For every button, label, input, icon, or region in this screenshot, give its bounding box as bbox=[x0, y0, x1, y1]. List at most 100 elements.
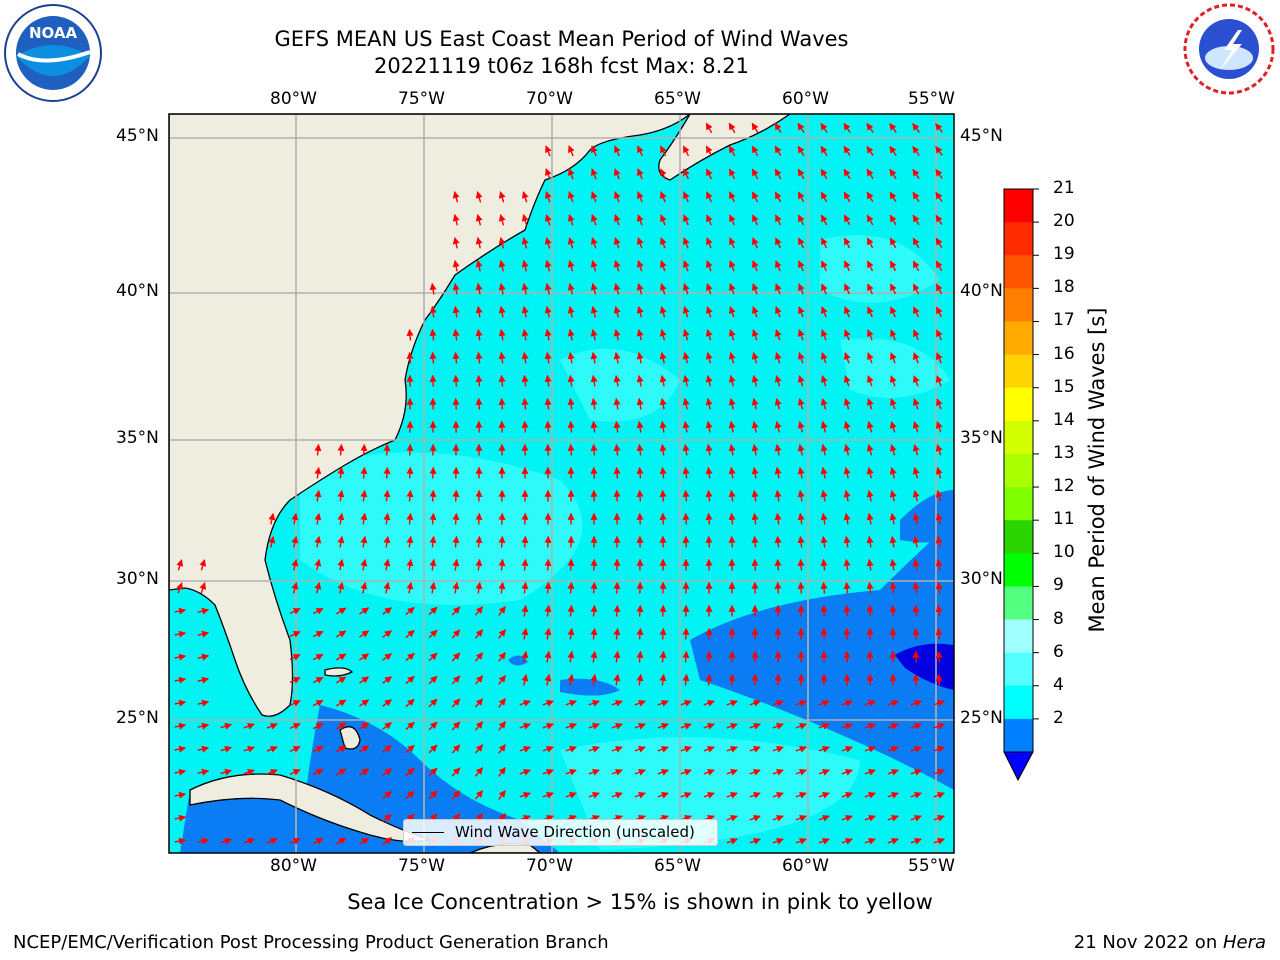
wave-direction-arrow bbox=[775, 237, 782, 249]
wave-direction-arrow bbox=[452, 236, 460, 249]
wave-direction-arrow bbox=[682, 351, 690, 364]
wave-direction-arrow bbox=[636, 283, 644, 295]
wave-direction-arrow bbox=[912, 558, 920, 571]
colorbar-segment bbox=[1004, 354, 1033, 389]
wave-direction-arrow bbox=[797, 145, 805, 157]
wave-direction-arrow bbox=[795, 768, 807, 776]
wave-direction-arrow bbox=[866, 398, 874, 410]
lat-label-right: 35°N bbox=[960, 428, 1003, 448]
wave-direction-arrow bbox=[636, 627, 644, 640]
wave-direction-arrow bbox=[383, 512, 391, 525]
wave-direction-arrow bbox=[567, 558, 575, 571]
wave-direction-arrow bbox=[797, 489, 805, 502]
wave-direction-arrow bbox=[889, 558, 897, 571]
wave-direction-arrow bbox=[312, 722, 324, 730]
wave-direction-arrow bbox=[751, 145, 759, 157]
wave-direction-arrow bbox=[751, 306, 759, 318]
wave-direction-arrow bbox=[406, 328, 414, 341]
colorbar-tick-label: 18 bbox=[1053, 277, 1075, 298]
wave-direction-arrow bbox=[889, 650, 897, 663]
wave-direction-arrow bbox=[475, 535, 483, 548]
wave-direction-arrow bbox=[843, 375, 851, 387]
wave-direction-arrow bbox=[797, 214, 805, 226]
wave-direction-arrow bbox=[567, 397, 575, 410]
wave-direction-arrow bbox=[405, 744, 415, 754]
wave-direction-arrow bbox=[266, 838, 278, 845]
wave-direction-arrow bbox=[774, 191, 782, 203]
wave-direction-arrow bbox=[910, 745, 922, 753]
wave-direction-arrow bbox=[841, 768, 853, 776]
wave-direction-arrow bbox=[682, 329, 690, 341]
wave-direction-arrow bbox=[657, 791, 669, 799]
wave-direction-arrow bbox=[912, 191, 920, 203]
wave-direction-arrow bbox=[820, 122, 828, 133]
wave-direction-arrow bbox=[867, 306, 874, 318]
wave-direction-arrow bbox=[197, 699, 210, 707]
wave-direction-arrow bbox=[912, 512, 920, 525]
wave-direction-arrow bbox=[706, 237, 713, 249]
colorbar-tick-label: 2 bbox=[1053, 707, 1064, 728]
wave-direction-arrow bbox=[521, 535, 529, 548]
wave-direction-arrow bbox=[289, 769, 301, 776]
wave-direction-arrow bbox=[912, 604, 920, 617]
wave-direction-arrow bbox=[843, 214, 851, 226]
wave-direction-arrow bbox=[889, 604, 897, 617]
wave-direction-arrow bbox=[728, 420, 736, 433]
wave-direction-arrow bbox=[590, 260, 598, 272]
wave-direction-arrow bbox=[933, 768, 945, 776]
wave-direction-arrow bbox=[935, 512, 943, 525]
wave-direction-arrow bbox=[289, 631, 301, 638]
wave-direction-arrow bbox=[405, 698, 415, 708]
wave-direction-arrow bbox=[682, 397, 690, 410]
wave-direction-arrow bbox=[726, 745, 738, 753]
wave-direction-arrow bbox=[521, 237, 529, 249]
graticule bbox=[169, 114, 954, 853]
colorbar-segment bbox=[1004, 387, 1033, 422]
wave-direction-arrow bbox=[567, 420, 575, 433]
wave-direction-arrow bbox=[703, 791, 715, 799]
wave-direction-arrow bbox=[405, 721, 415, 731]
wave-direction-arrow bbox=[590, 214, 598, 226]
wave-direction-arrow bbox=[590, 420, 598, 433]
wave-direction-arrow bbox=[312, 768, 324, 776]
wave-direction-arrow bbox=[774, 420, 782, 433]
wave-direction-arrow bbox=[705, 489, 713, 502]
wave-direction-arrow bbox=[197, 607, 210, 615]
legend: Wind Wave Direction (unscaled) bbox=[403, 819, 718, 846]
wave-direction-arrow bbox=[889, 122, 897, 133]
colorbar-segment bbox=[1004, 520, 1033, 554]
wave-direction-arrow bbox=[405, 652, 415, 662]
wave-direction-arrow bbox=[820, 489, 828, 502]
wave-direction-arrow bbox=[910, 699, 922, 707]
lat-label-left: 40°N bbox=[116, 281, 159, 301]
wave-direction-arrow bbox=[474, 629, 484, 639]
wave-direction-arrow bbox=[266, 769, 278, 776]
wave-direction-arrow bbox=[429, 282, 437, 295]
wave-direction-arrow bbox=[889, 398, 897, 410]
wave-direction-arrow bbox=[544, 443, 552, 456]
wave-direction-arrow bbox=[751, 122, 759, 134]
wave-direction-arrow bbox=[890, 352, 897, 364]
wave-direction-arrow bbox=[406, 489, 414, 502]
wave-direction-arrow bbox=[452, 191, 460, 203]
wave-direction-arrow bbox=[749, 791, 761, 799]
wave-direction-arrow bbox=[588, 699, 600, 707]
colorbar-segment bbox=[1004, 189, 1033, 223]
wave-direction-arrow bbox=[728, 558, 736, 571]
wave-direction-arrow bbox=[705, 512, 713, 525]
wave-direction-arrow bbox=[542, 768, 554, 776]
wave-direction-arrow bbox=[683, 168, 690, 180]
wave-direction-arrow bbox=[452, 259, 460, 272]
wave-direction-arrow bbox=[568, 168, 575, 180]
wave-direction-arrow bbox=[843, 627, 851, 640]
wave-direction-arrow bbox=[291, 535, 299, 548]
wave-direction-arrow bbox=[659, 351, 667, 364]
noaa-logo: NOAA bbox=[4, 4, 102, 102]
wave-direction-arrow bbox=[797, 375, 805, 387]
machine-name: Hera bbox=[1222, 932, 1266, 953]
wave-direction-arrow bbox=[312, 607, 324, 615]
wave-direction-arrow bbox=[682, 443, 690, 456]
wave-direction-arrow bbox=[474, 698, 484, 708]
colorbar-segment bbox=[1004, 453, 1033, 488]
wave-direction-arrow bbox=[519, 722, 531, 730]
